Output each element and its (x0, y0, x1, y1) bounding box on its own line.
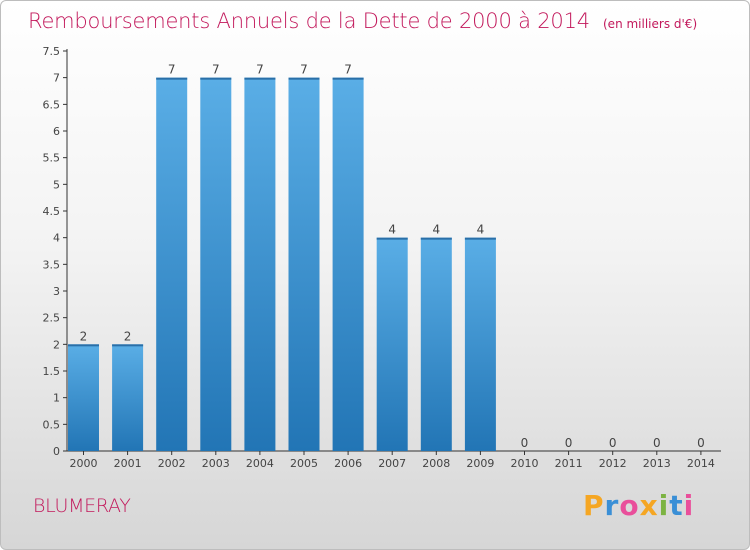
y-tick-label: 7 (53, 72, 60, 85)
bar (376, 237, 408, 451)
logo-letter: i (683, 489, 695, 522)
bar-value-label: 0 (609, 436, 617, 450)
x-tick-label: 2012 (599, 457, 627, 470)
bar-value-label: 2 (80, 329, 88, 343)
x-tick-label: 2008 (422, 457, 450, 470)
bar-value-label: 7 (344, 63, 352, 77)
x-tick-label: 2003 (202, 457, 230, 470)
chart-subtitle: (en milliers d'€) (603, 17, 698, 31)
y-tick-label: 7.5 (43, 45, 61, 58)
x-tick-label: 2000 (70, 457, 98, 470)
bar-value-label: 2 (124, 329, 132, 343)
chart-title-block: Remboursements Annuels de la Dette de 20… (28, 9, 697, 33)
bar-value-label: 4 (432, 223, 440, 237)
x-tick-label: 2014 (687, 457, 715, 470)
bar-top-edge (112, 344, 144, 347)
bar-top-edge (288, 77, 320, 80)
logo-letter: P (583, 489, 605, 522)
bar-value-label: 4 (477, 223, 485, 237)
bar-value-label: 7 (168, 63, 176, 77)
bar-value-label: 7 (212, 63, 220, 77)
y-tick-label: 0.5 (43, 418, 61, 431)
y-tick-label: 2 (53, 338, 60, 351)
y-tick-label: 0 (53, 445, 60, 458)
bar (332, 77, 364, 452)
logo-letter: i (658, 489, 670, 522)
x-tick-label: 2011 (555, 457, 583, 470)
commune-name: BLUMERAY (33, 495, 131, 517)
bar-top-edge (156, 77, 188, 80)
y-tick-label: 4.5 (43, 205, 61, 218)
bar (288, 77, 320, 452)
bar (420, 237, 452, 451)
bar-value-label: 7 (300, 63, 308, 77)
bar (200, 77, 232, 452)
bar-value-label: 0 (565, 436, 573, 450)
chart-title: Remboursements Annuels de la Dette de 20… (28, 9, 590, 33)
chart-bars (68, 77, 496, 452)
bar-value-label: 0 (521, 436, 529, 450)
proxiti-logo: Proxiti (583, 489, 694, 522)
y-tick-label: 3.5 (43, 258, 61, 271)
bar-value-label: 0 (697, 436, 705, 450)
logo-letter: t (669, 489, 684, 522)
y-tick-label: 3 (53, 285, 60, 298)
bar (68, 344, 99, 451)
logo-letter: o (619, 489, 640, 522)
x-tick-label: 2006 (334, 457, 362, 470)
y-tick-label: 6.5 (43, 98, 61, 111)
logo-letter: x (639, 489, 659, 522)
y-tick-label: 4 (53, 232, 60, 245)
x-tick-label: 2013 (643, 457, 671, 470)
y-tick-label: 2.5 (43, 312, 61, 325)
bar (244, 77, 276, 452)
x-tick-label: 2001 (114, 457, 142, 470)
bar-value-label: 4 (388, 223, 396, 237)
x-tick-label: 2009 (466, 457, 494, 470)
bar-top-edge (244, 77, 276, 80)
chart-labels: 2 2 7 7 7 7 7 4 4 4 0 0 0 0 0 (80, 63, 705, 450)
bar-top-edge (420, 237, 452, 240)
x-tick-label: 2002 (158, 457, 186, 470)
bar-value-label: 7 (256, 63, 264, 77)
bar-top-edge (68, 344, 99, 347)
logo-letter: r (604, 489, 620, 522)
y-tick-label: 1.5 (43, 365, 61, 378)
bar-value-label: 0 (653, 436, 661, 450)
bar (156, 77, 188, 452)
bar-top-edge (200, 77, 232, 80)
y-tick-label: 1 (53, 392, 60, 405)
bar (112, 344, 144, 451)
x-tick-label: 2005 (290, 457, 318, 470)
bar-top-edge (376, 237, 408, 240)
y-tick-label: 5.5 (43, 152, 61, 165)
x-tick-label: 2004 (246, 457, 274, 470)
x-tick-label: 2010 (511, 457, 539, 470)
bar (464, 237, 496, 451)
bar-top-edge (332, 77, 364, 80)
y-tick-label: 6 (53, 125, 60, 138)
bar-top-edge (464, 237, 496, 240)
y-tick-label: 5 (53, 178, 60, 191)
x-tick-label: 2007 (378, 457, 406, 470)
